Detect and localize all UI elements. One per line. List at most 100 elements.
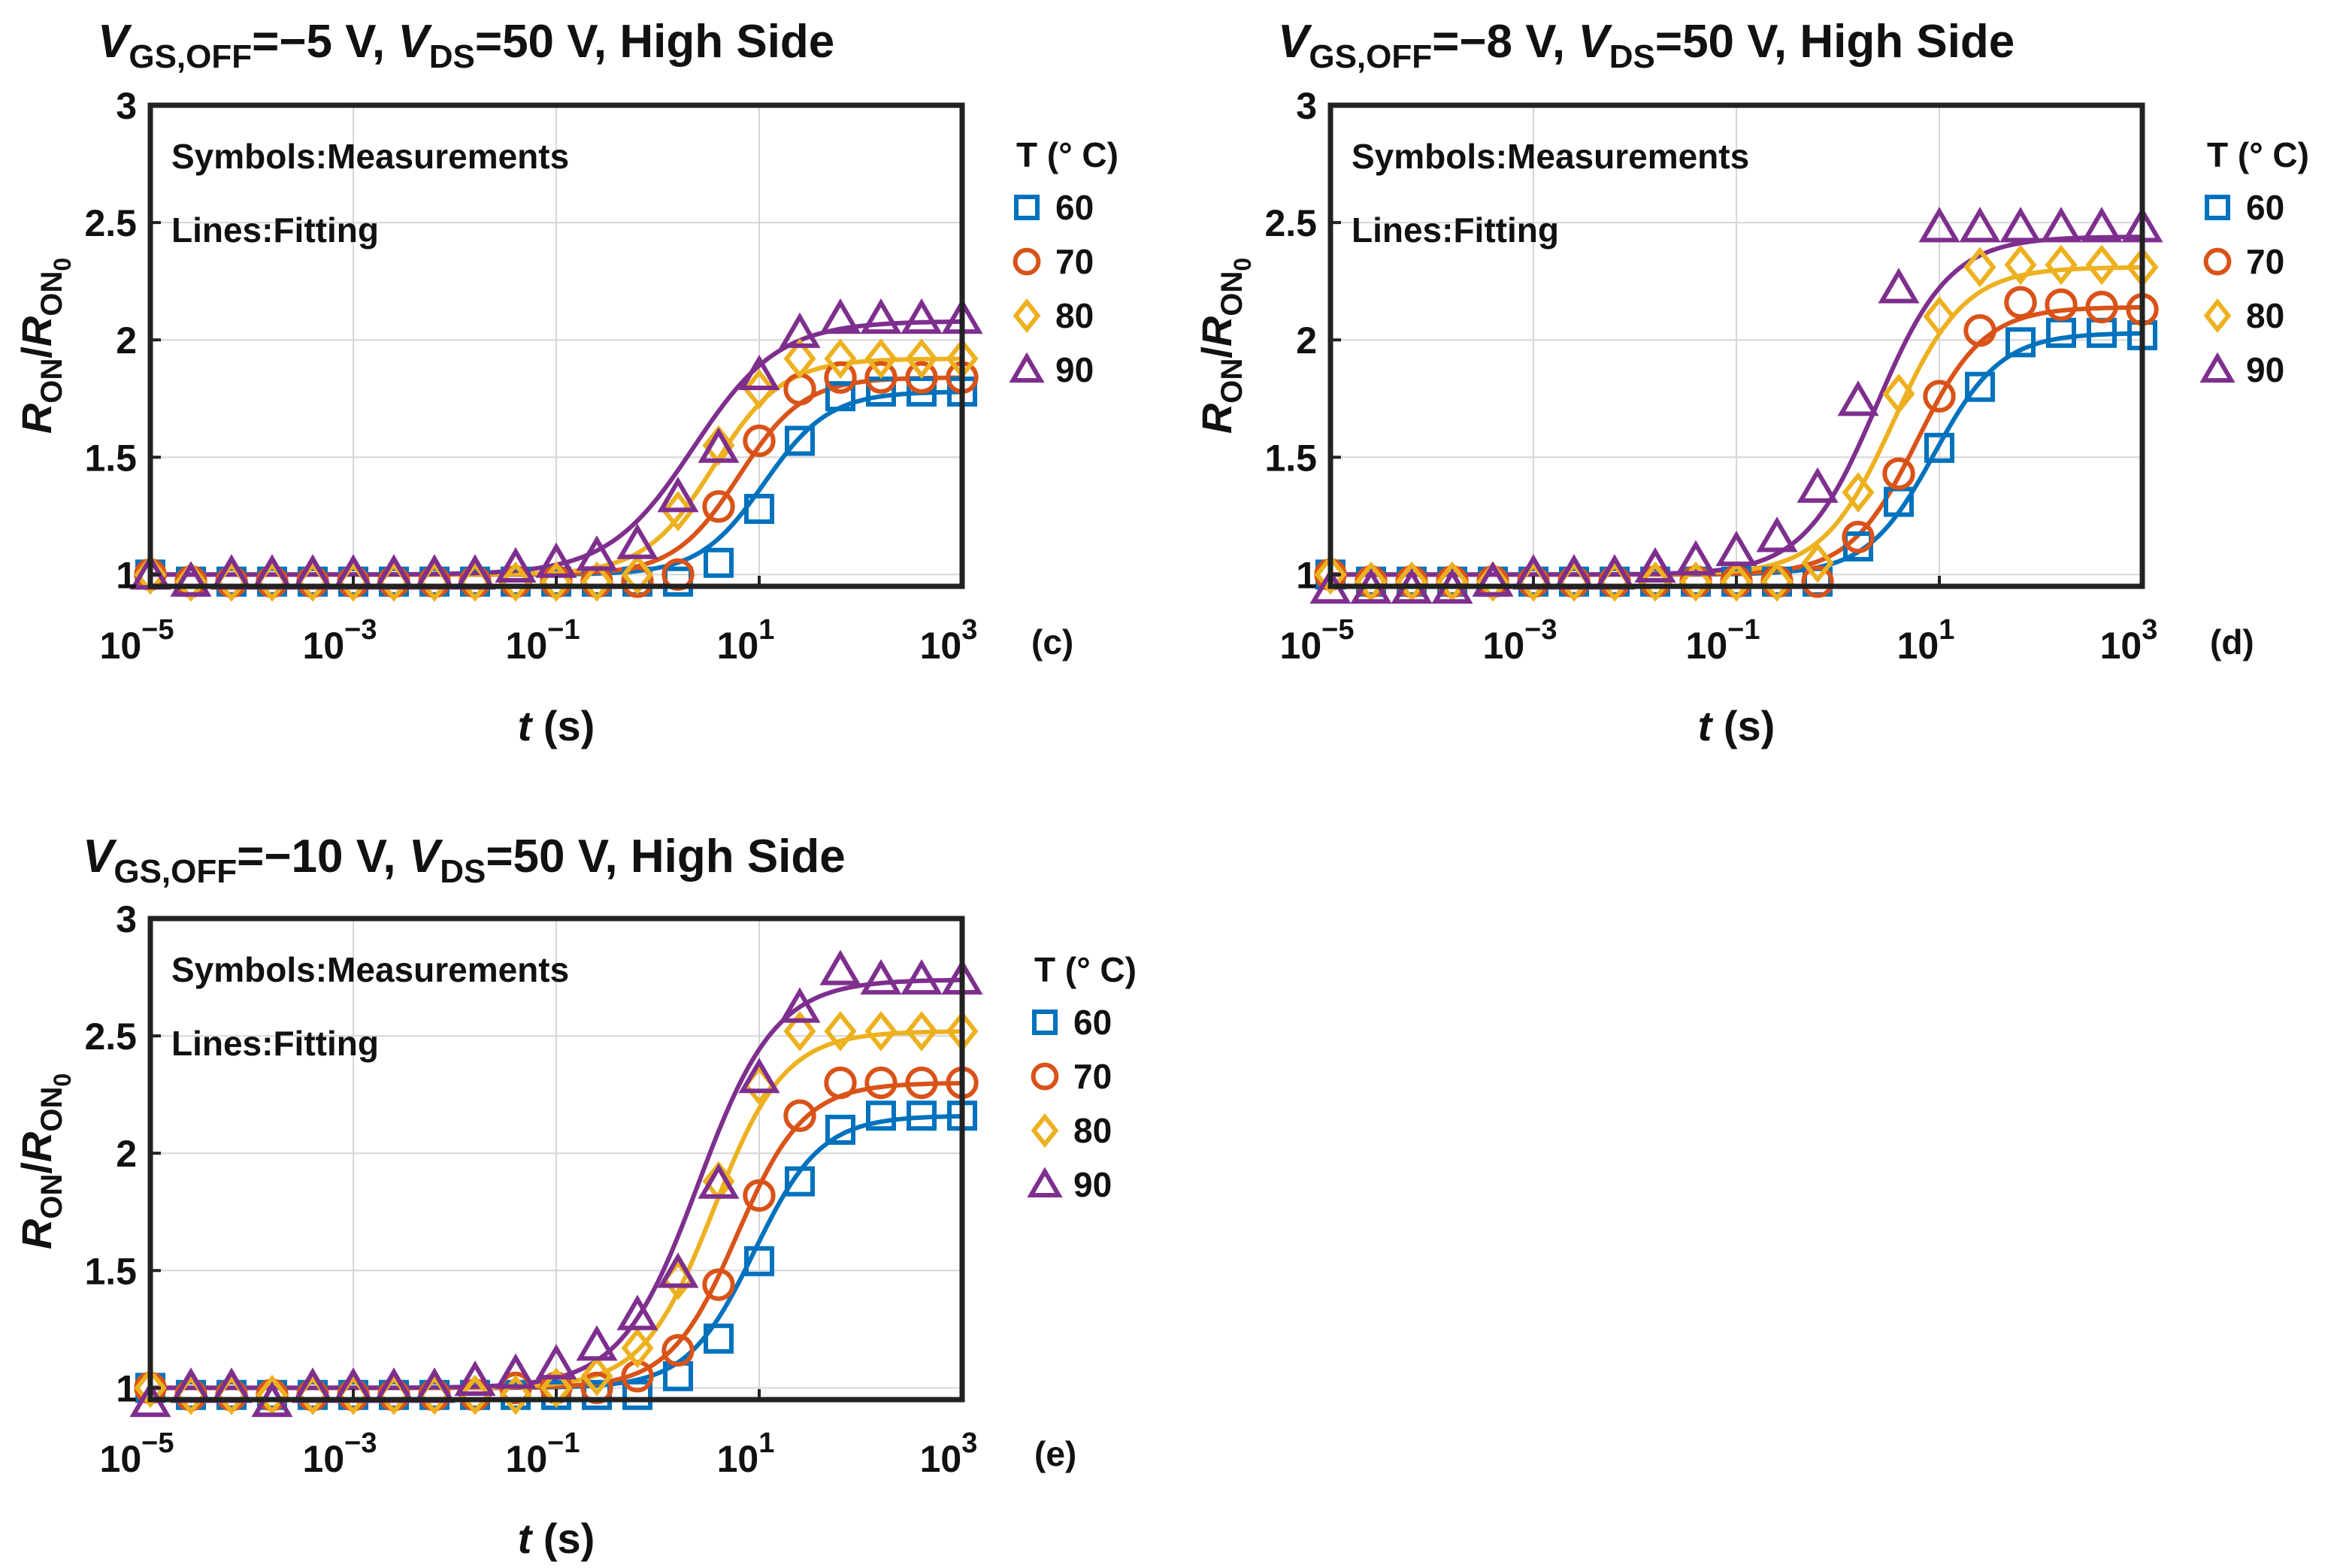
data-point-70	[864, 361, 898, 394]
data-point-80	[1679, 561, 1712, 602]
data-point-60	[622, 1379, 652, 1410]
data-point-80	[499, 1374, 532, 1415]
legend: 60 70 80 90	[2199, 188, 2284, 389]
note-lines: Lines:Fitting	[171, 210, 379, 250]
data-point-80	[1801, 542, 1834, 583]
data-point-70	[783, 373, 816, 406]
note-lines: Lines:Fitting	[1352, 210, 1559, 250]
title: VGS,OFF=−8 V, VDS=50 V, High Side	[1278, 16, 2015, 75]
data-point-70	[1882, 457, 1915, 490]
data-point-90	[1472, 561, 1514, 597]
data-point-80	[1963, 247, 1996, 288]
x-tick-label: 101	[1897, 614, 1955, 667]
data-point-80	[134, 1367, 167, 1409]
data-point-70	[2045, 288, 2078, 322]
x-axis-label: t (s)	[518, 702, 595, 749]
y-tick-label: 1.5	[84, 437, 137, 479]
x-tick-label: 10−3	[303, 1427, 377, 1480]
data-point-80	[1923, 296, 1956, 337]
data-point-90	[1797, 467, 1839, 503]
data-point-80	[783, 338, 816, 380]
legend-label-90: 90	[2246, 350, 2284, 389]
data-point-90	[901, 298, 943, 334]
y-ticks: 1 1.5 2 2.5 3	[84, 898, 161, 1409]
data-point-90	[819, 949, 861, 985]
data-point-70	[1842, 520, 1875, 554]
legend-marker-70	[2203, 247, 2232, 276]
data-point-70	[905, 1066, 938, 1100]
data-point-70	[661, 1333, 695, 1367]
x-ticks: 10−5 10−3 10−1 101 103	[100, 1389, 978, 1480]
data-point-60	[1924, 432, 1954, 463]
data-point-90	[576, 535, 618, 571]
data-point-90	[1959, 207, 2001, 243]
legend-marker-80	[1031, 1112, 1059, 1149]
data-point-90	[535, 1343, 577, 1380]
legend-marker-80	[2203, 298, 2232, 334]
x-tick-label: 10−1	[506, 1427, 580, 1480]
y-tick-label: 3	[116, 85, 137, 127]
legend-marker-90	[2199, 352, 2236, 383]
data-point-90	[1634, 546, 1676, 583]
legend-title: T (° C)	[1034, 950, 1137, 989]
y-tick-label: 1	[116, 554, 137, 596]
data-point-80	[2085, 244, 2118, 286]
data-point-80	[540, 1367, 573, 1409]
data-point-80	[1882, 374, 1915, 414]
data-point-80	[174, 561, 207, 602]
y-tick-label: 3	[1296, 85, 1317, 127]
data-point-70	[621, 565, 654, 598]
data-point-60	[704, 1323, 734, 1354]
data-point-80	[824, 1010, 857, 1052]
data-point-90	[901, 958, 943, 995]
data-point-90	[616, 1294, 658, 1330]
legend-marker-90	[1027, 1167, 1063, 1197]
y-ticks: 1 1.5 2 2.5 3	[1264, 85, 1341, 596]
data-point-90	[738, 354, 780, 391]
legend-label-90: 90	[1055, 350, 1094, 389]
markers	[1309, 207, 2163, 604]
y-tick-label: 1	[116, 1367, 137, 1409]
legend-marker-70	[1031, 1062, 1059, 1091]
x-tick-label: 10−3	[303, 614, 377, 667]
data-point-90	[170, 561, 212, 597]
data-point-70	[824, 1066, 857, 1100]
panel-c: VGS,OFF=−5 V, VDS=50 V, High Side 1 1.5 2 2…	[13, 16, 1119, 749]
data-point-70	[702, 490, 735, 523]
y-tick-label: 3	[116, 898, 137, 940]
data-point-60	[825, 1114, 855, 1145]
y-tick-label: 2.5	[1264, 202, 1317, 244]
data-point-60	[866, 1100, 896, 1131]
data-point-90	[860, 298, 902, 334]
title: VGS,OFF=−10 V, VDS=50 V, High Side	[83, 831, 846, 890]
data-point-80	[134, 554, 167, 595]
data-point-60	[744, 1246, 774, 1276]
data-point-80	[1395, 561, 1428, 602]
y-tick-label: 2	[116, 1133, 137, 1175]
data-point-60	[907, 1100, 937, 1131]
x-tick-label: 103	[920, 1427, 978, 1480]
data-point-60	[704, 547, 734, 578]
grid	[150, 104, 963, 586]
note-symbols: Symbols:Measurements	[171, 950, 569, 989]
y-axis-label: RON/RON0	[13, 258, 76, 434]
data-point-80	[1355, 561, 1388, 602]
x-tick-label: 101	[717, 1427, 775, 1480]
data-point-80	[621, 554, 654, 595]
title: VGS,OFF=−5 V, VDS=50 V, High Side	[98, 16, 834, 75]
data-point-60	[825, 381, 855, 412]
legend-marker-80	[1013, 298, 1041, 334]
y-tick-label: 1.5	[84, 1250, 137, 1292]
note-symbols: Symbols:Measurements	[171, 137, 569, 176]
data-point-90	[1999, 207, 2042, 243]
data-point-90	[2040, 207, 2082, 243]
data-point-80	[864, 1010, 898, 1052]
data-point-90	[779, 987, 821, 1023]
legend: 60 70 80 90	[1027, 1003, 1112, 1204]
data-point-80	[824, 338, 857, 380]
data-point-90	[657, 477, 699, 513]
data-point-90	[657, 1252, 699, 1288]
data-point-60	[1965, 371, 1995, 402]
legend-label-60: 60	[1073, 1003, 1112, 1042]
